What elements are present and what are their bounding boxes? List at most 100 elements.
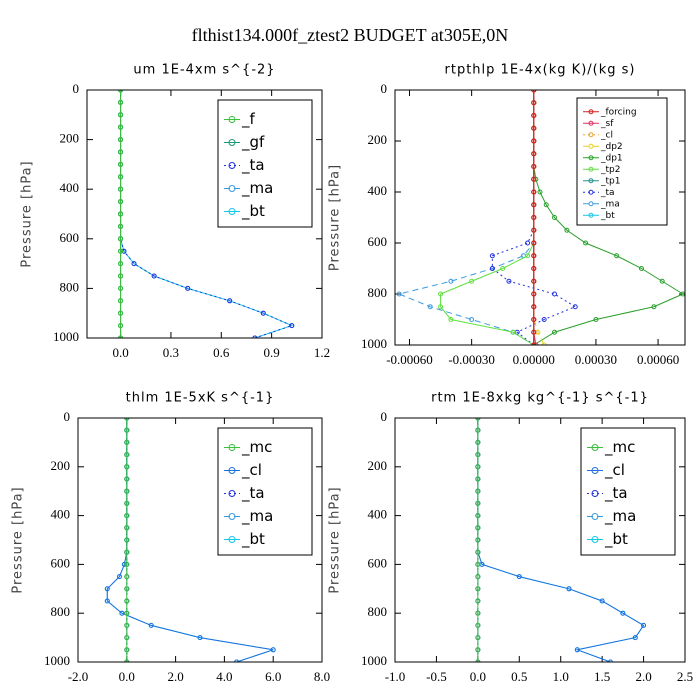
- legend: _forcing _sf_cl _dp2_dp1 _tp2_tp1 _ta_ma _bt: [576, 97, 668, 226]
- series-marker: [475, 418, 481, 421]
- panel-title: thlm 1E-5xK s^{-1}: [126, 391, 275, 406]
- y-tick-label: 1000: [361, 336, 387, 351]
- series-marker: [531, 113, 537, 118]
- series-marker: [124, 586, 130, 592]
- x-tick-label: 8.0: [314, 669, 330, 684]
- series-marker: [227, 298, 233, 304]
- series-marker: [531, 176, 537, 182]
- legend-marker: [228, 513, 236, 520]
- x-tick-label: 0.9: [264, 345, 280, 360]
- series-marker: [572, 304, 578, 310]
- x-tick-label: 6.0: [265, 669, 281, 684]
- legend-label: _ta: [241, 484, 265, 503]
- legend-marker: [228, 208, 236, 215]
- plot: [396, 90, 685, 345]
- legend-marker: [228, 162, 236, 169]
- series-marker: [124, 525, 130, 531]
- legend-marker: [591, 513, 599, 520]
- series-marker: [469, 317, 475, 322]
- x-tick-label: 0.6: [213, 345, 230, 360]
- x-tick-label: 2.5: [677, 669, 693, 684]
- series-marker: [118, 285, 124, 291]
- series-marker: [118, 335, 124, 338]
- series-marker: [124, 452, 130, 458]
- series-line: [397, 90, 535, 345]
- y-tick-label: 600: [51, 555, 71, 570]
- series-marker: [516, 574, 522, 580]
- series-marker: [118, 161, 124, 167]
- legend-marker: [588, 212, 594, 218]
- series-marker: [448, 278, 454, 284]
- series-marker: [469, 278, 475, 284]
- series-marker: [620, 610, 626, 616]
- series-marker: [543, 202, 549, 208]
- legend-label: _cl: [604, 461, 625, 480]
- y-tick-label: 800: [51, 604, 71, 619]
- y-tick-label: 400: [368, 507, 388, 522]
- series-marker: [510, 329, 516, 335]
- series-marker: [552, 215, 557, 220]
- series-marker: [533, 342, 539, 345]
- legend-marker: [591, 467, 599, 474]
- series-marker: [475, 659, 481, 662]
- series-marker: [475, 622, 481, 628]
- series-marker: [118, 248, 124, 254]
- series-marker: [118, 211, 124, 217]
- series-marker: [185, 285, 191, 291]
- plot-frame: [394, 417, 686, 663]
- legend-label: _ta: [604, 484, 628, 503]
- legend-label: _ta: [600, 188, 615, 198]
- series-marker: [118, 124, 124, 130]
- y-tick-label: 800: [368, 604, 388, 619]
- series-marker: [475, 574, 481, 580]
- series-marker: [531, 278, 537, 284]
- series-marker: [500, 266, 506, 271]
- series-marker: [118, 273, 124, 279]
- series-marker: [607, 659, 613, 662]
- x-tick-label: 1.2: [314, 345, 330, 360]
- series-marker: [131, 261, 137, 267]
- y-tick-label: 800: [60, 279, 80, 294]
- y-axis-title: Pressure [hPa]: [328, 486, 343, 593]
- series-marker: [475, 610, 481, 616]
- panel: rtm 1E-8xkg kg^{-1} s^{-1} Pressure [hPa]…: [328, 391, 694, 684]
- legend-marker: [228, 444, 236, 451]
- x-tick-label: 4.0: [216, 669, 232, 684]
- x-tick-label: -2.0: [68, 669, 89, 684]
- series-marker: [118, 323, 124, 329]
- series-marker: [651, 304, 657, 310]
- series-marker: [448, 317, 454, 322]
- plot: [118, 90, 295, 338]
- legend-marker: [591, 536, 599, 543]
- y-tick-label: 1000: [361, 653, 387, 668]
- series-marker: [475, 635, 481, 641]
- series-marker: [641, 622, 647, 628]
- series-marker: [531, 329, 537, 335]
- legend-marker: [591, 490, 599, 497]
- legend: _mc _cl _ta _ma _bt: [217, 427, 313, 556]
- legend-label: _ta: [241, 156, 265, 175]
- panel-title: um 1E-4xm s^{-2}: [133, 63, 275, 78]
- series-marker: [118, 90, 124, 93]
- series-marker: [124, 500, 130, 506]
- legend-marker: [228, 490, 236, 497]
- legend-label: _mc: [604, 438, 635, 457]
- series-marker: [270, 647, 276, 653]
- x-tick-label: 0.00030: [575, 352, 617, 367]
- series-marker: [475, 598, 481, 604]
- legend-label: _bt: [241, 202, 265, 221]
- y-tick-label: 400: [51, 507, 71, 522]
- series-marker: [475, 647, 481, 653]
- series-marker: [475, 561, 481, 567]
- legend-marker: [588, 155, 594, 161]
- legend-marker: [588, 109, 594, 115]
- legend-marker: [588, 166, 594, 172]
- legend-label: _tp2: [600, 165, 620, 175]
- series-marker: [124, 647, 130, 653]
- y-axis-title: Pressure [hPa]: [11, 486, 26, 593]
- x-tick-label: 1.5: [594, 669, 610, 684]
- y-axis-title: Pressure [hPa]: [20, 160, 35, 267]
- legend-marker: [228, 467, 236, 474]
- series-marker: [118, 137, 124, 143]
- series-marker: [583, 240, 589, 246]
